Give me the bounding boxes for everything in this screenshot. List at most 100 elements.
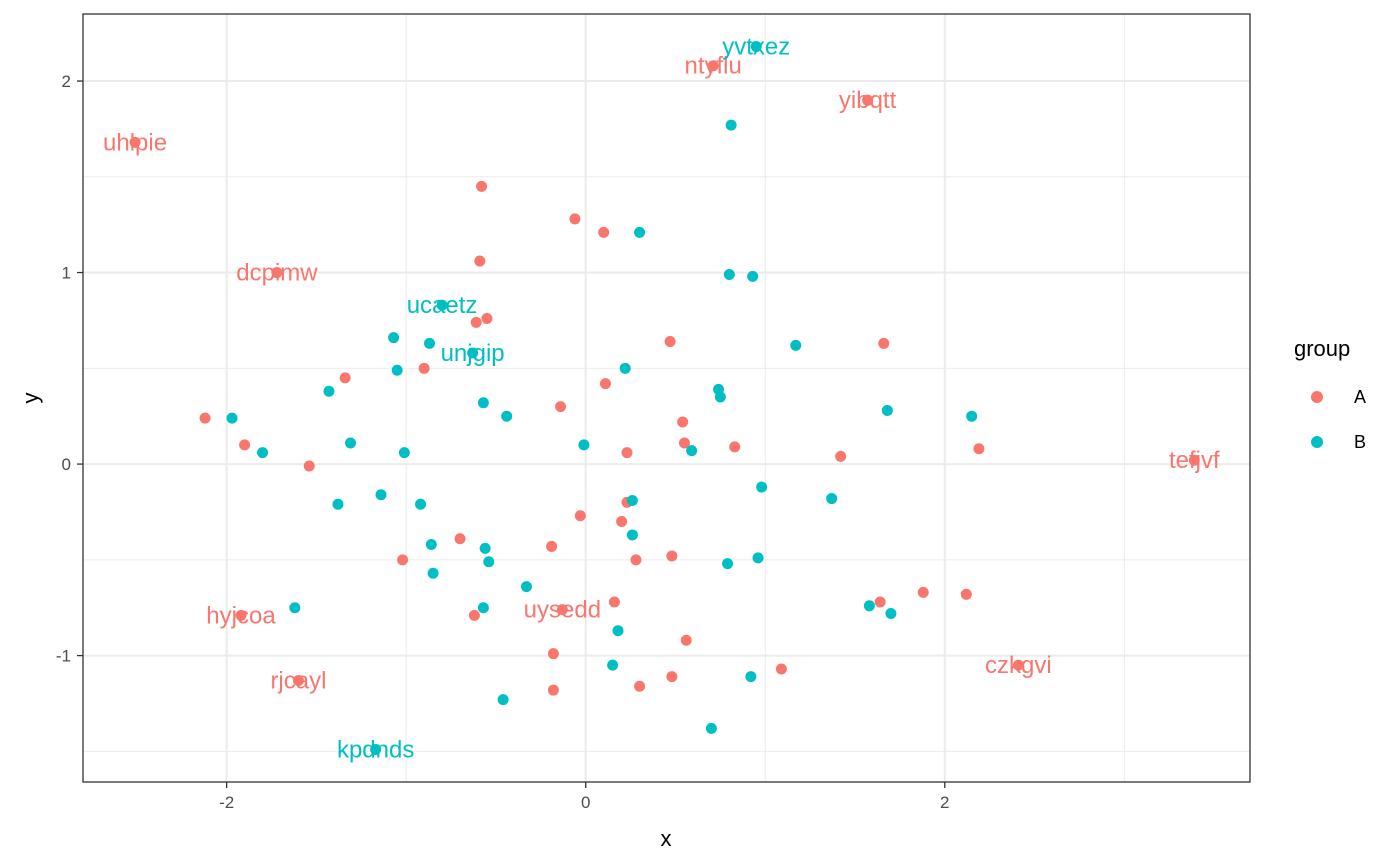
data-point-b xyxy=(885,607,897,619)
data-point-b xyxy=(425,539,437,551)
data-point-a xyxy=(664,336,676,348)
point-labels: uhlpie dcpimw ntyflu yibqtt tefjvf hyjcoa rjca… xyxy=(103,34,1220,764)
data-point-a xyxy=(666,671,678,683)
data-point-b xyxy=(722,558,734,570)
data-point-a xyxy=(476,180,488,192)
data-point-a xyxy=(775,663,787,675)
legend-label-b: B xyxy=(1354,432,1366,452)
data-point-a xyxy=(397,554,409,566)
data-point-a xyxy=(608,596,620,608)
data-point-b xyxy=(257,447,269,459)
data-point-b xyxy=(826,493,838,505)
data-point-b xyxy=(863,600,875,612)
data-point-a xyxy=(129,136,141,148)
data-point-b xyxy=(725,119,737,131)
data-point-a xyxy=(729,441,741,453)
legend-key-b xyxy=(1311,436,1323,448)
data-point-a xyxy=(546,540,558,552)
data-point-a xyxy=(677,416,689,428)
data-point-a xyxy=(271,267,283,279)
legend-item-b: B xyxy=(1311,432,1366,452)
data-point-b xyxy=(501,410,513,422)
data-point-b xyxy=(881,404,893,416)
data-point-b xyxy=(705,722,717,734)
data-point-b xyxy=(520,581,532,593)
data-point-a xyxy=(199,412,211,424)
data-point-b xyxy=(479,542,491,554)
data-point-a xyxy=(666,550,678,562)
data-point-b xyxy=(477,397,489,409)
data-point-a xyxy=(235,609,247,621)
data-point-a xyxy=(960,588,972,600)
data-point-b xyxy=(467,347,479,359)
data-point-a xyxy=(555,401,567,413)
data-point-a xyxy=(556,604,568,616)
point-label-yibqtt: yibqtt xyxy=(839,87,897,114)
legend-title: group xyxy=(1294,336,1350,361)
axis-ticks: -2 0 2 -1 0 1 2 xyxy=(56,72,950,812)
data-point-b xyxy=(370,743,382,755)
data-point-b xyxy=(619,362,631,374)
data-point-a xyxy=(339,372,351,384)
data-point-b xyxy=(497,694,509,706)
point-label-yvtxez: yvtxez xyxy=(722,34,790,61)
data-point-a xyxy=(454,533,466,545)
data-points xyxy=(129,41,1200,755)
y-tick-label: 2 xyxy=(62,72,71,91)
data-point-b xyxy=(634,226,646,238)
data-point-a xyxy=(616,516,628,528)
data-point-a xyxy=(474,255,486,267)
point-label-tefjvf: tefjvf xyxy=(1169,447,1220,474)
data-point-b xyxy=(345,437,357,449)
legend-key-a xyxy=(1311,391,1323,403)
data-point-a xyxy=(303,460,315,472)
data-point-b xyxy=(477,602,489,614)
point-label-kpdnds: kpdnds xyxy=(337,736,414,763)
y-axis-title: y xyxy=(18,393,43,404)
data-point-b xyxy=(723,268,735,280)
legend-label-a: A xyxy=(1354,387,1366,407)
data-point-a xyxy=(862,94,874,106)
data-point-b xyxy=(415,498,427,510)
data-point-a xyxy=(707,60,719,72)
data-point-b xyxy=(226,412,238,424)
point-label-ntyflu: ntyflu xyxy=(684,53,741,80)
data-point-b xyxy=(966,410,978,422)
plot-panel-border xyxy=(82,13,1251,783)
data-point-b xyxy=(398,447,410,459)
data-point-b xyxy=(612,625,624,637)
y-tick-label: 1 xyxy=(62,264,71,283)
data-point-b xyxy=(436,299,448,311)
data-point-a xyxy=(547,648,559,660)
data-point-a xyxy=(468,609,480,621)
data-point-b xyxy=(391,364,403,376)
data-point-a xyxy=(621,447,633,459)
y-tick-label: -1 xyxy=(56,647,71,666)
data-point-b xyxy=(750,41,762,53)
data-point-a xyxy=(292,674,304,686)
data-point-a xyxy=(418,362,430,374)
data-point-a xyxy=(1012,659,1024,671)
data-point-b xyxy=(714,391,726,403)
x-tick-label: 2 xyxy=(940,793,949,812)
point-label-uysedd: uysedd xyxy=(524,597,601,624)
data-point-a xyxy=(634,680,646,692)
data-point-a xyxy=(630,554,642,566)
data-point-b xyxy=(483,556,495,568)
grid-lines xyxy=(83,14,1250,782)
data-point-a xyxy=(1188,454,1200,466)
point-label-ucaetz: ucaetz xyxy=(407,292,478,319)
data-point-a xyxy=(574,510,586,522)
data-point-b xyxy=(745,671,757,683)
x-axis-title: x xyxy=(661,826,672,851)
data-point-a xyxy=(598,226,610,238)
data-point-b xyxy=(375,489,387,501)
y-tick-label: 0 xyxy=(62,455,71,474)
point-label-czkgvi: czkgvi xyxy=(985,652,1052,679)
data-point-b xyxy=(332,498,344,510)
data-point-b xyxy=(607,659,619,671)
data-point-a xyxy=(569,213,581,225)
data-point-a xyxy=(470,316,482,328)
data-point-a xyxy=(973,443,985,455)
